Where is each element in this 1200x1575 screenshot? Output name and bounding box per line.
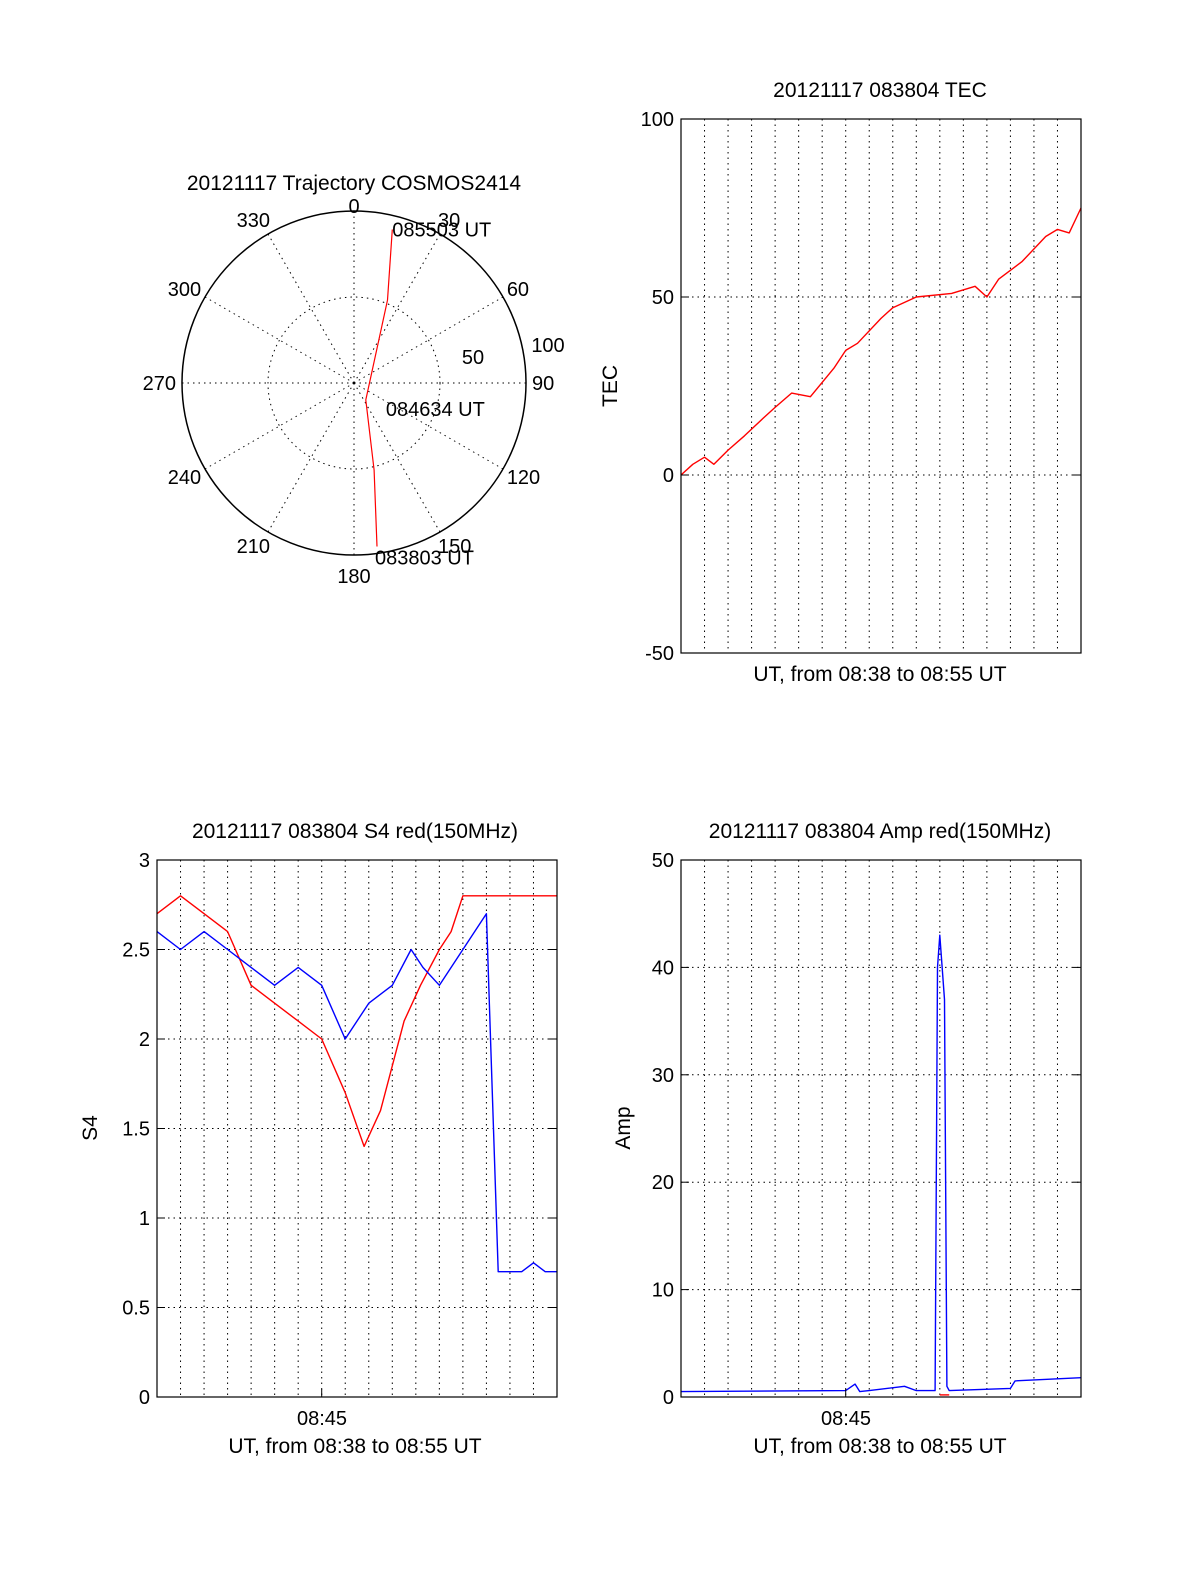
tec-ytick-label-1: 0 [663, 465, 674, 487]
amp-x-tick-label: 08:45 [821, 1408, 871, 1430]
polar-spoke-150 [353, 382, 441, 533]
tec-series [680, 207, 1082, 476]
polar-angle-label-60: 60 [507, 279, 529, 301]
tec-x-axis-label: UT, from 08:38 to 08:55 UT [753, 663, 1006, 686]
tec-y-axis-label: TEC [599, 365, 622, 407]
amp-grid [681, 860, 1081, 1397]
polar-spoke-330 [267, 233, 355, 384]
polar-spoke-30 [353, 233, 441, 384]
s4-y-ticks: 0 0.5 1 1.5 2 2.5 3 [122, 850, 557, 1409]
polar-spoke-210 [267, 382, 355, 533]
s4-ytick-label-0: 0 [139, 1387, 150, 1409]
s4-ytick-label-4: 2 [139, 1029, 150, 1051]
amp-panel: 20121117 083804 Amp red(150MHz) 0 10 20 30 4… [612, 820, 1082, 1458]
polar-radial-label-100: 100 [531, 335, 564, 357]
amp-series-blue [680, 934, 1082, 1393]
trajectory-time-label-0: 085503 UT [392, 219, 491, 241]
s4-x-tick-label: 08:45 [297, 1408, 347, 1430]
trajectory-panel: 20121117 Trajectory COSMOS2414 0 30 60 90 12… [143, 172, 565, 588]
polar-ring-50 [267, 296, 441, 470]
s4-panel: 20121117 083804 S4 red(150MHz) 0 0.5 1 1.5 2… [79, 820, 558, 1458]
polar-angle-label-210: 210 [237, 536, 270, 558]
s4-x-axis-label: UT, from 08:38 to 08:55 UT [228, 1435, 481, 1458]
s4-ytick-label-6: 3 [139, 850, 150, 872]
s4-title: 20121117 083804 S4 red(150MHz) [192, 820, 518, 843]
amp-ytick-label-4: 40 [652, 957, 674, 979]
trajectory-time-label-4: 083803 UT [375, 548, 474, 570]
trajectory-series: 085503 UT 084634 UT 083803 UT [365, 219, 491, 570]
amp-ytick-label-2: 20 [652, 1172, 674, 1194]
polar-angle-label-300: 300 [168, 279, 201, 301]
tec-ytick-label-3: 100 [641, 109, 674, 131]
tec-series-red [680, 207, 1082, 476]
s4-series-red [156, 895, 557, 1148]
polar-spoke-120 [353, 382, 504, 470]
amp-ytick-label-3: 30 [652, 1065, 674, 1087]
s4-ytick-label-3: 1.5 [122, 1119, 150, 1141]
tec-plot-frame [680, 118, 1082, 654]
tec-ytick-label-2: 50 [652, 287, 674, 309]
tec-title: 20121117 083804 TEC [773, 79, 987, 102]
s4-series-blue [156, 913, 557, 1273]
tec-panel: 20121117 083804 TEC -50 0 50 100 UT, from 0… [599, 79, 1082, 686]
amp-y-axis-label: Amp [612, 1106, 635, 1149]
amp-ytick-label-5: 50 [652, 850, 674, 872]
trajectory-time-label-2: 084634 UT [386, 399, 485, 421]
polar-angle-label-90: 90 [532, 373, 554, 395]
polar-spoke-300 [204, 296, 355, 384]
amp-ytick-label-1: 10 [652, 1280, 674, 1302]
s4-ytick-label-5: 2.5 [122, 940, 150, 962]
s4-y-axis-label: S4 [79, 1115, 102, 1141]
amp-x-axis-label: UT, from 08:38 to 08:55 UT [753, 1435, 1006, 1458]
trajectory-angle-labels: 0 30 60 90 120 150 180 210 240 270 300 330 50 100 [143, 196, 565, 588]
amp-y-ticks: 0 10 20 30 40 50 [652, 850, 1081, 1409]
polar-angle-label-330: 330 [237, 210, 270, 232]
s4-ytick-label-1: 0.5 [122, 1298, 150, 1320]
s4-ytick-label-2: 1 [139, 1208, 150, 1230]
amp-series [680, 934, 1082, 1396]
polar-spoke-60 [353, 296, 504, 384]
amp-ytick-label-0: 0 [663, 1387, 674, 1409]
amp-plot-frame [680, 859, 1082, 1398]
trajectory-title: 20121117 Trajectory COSMOS2414 [187, 172, 522, 195]
polar-angle-label-150: 150 [438, 536, 471, 558]
polar-angle-label-240: 240 [168, 467, 201, 489]
polar-angle-label-270: 270 [143, 373, 176, 395]
trajectory-path [365, 229, 393, 547]
tec-y-ticks: -50 0 50 100 [641, 109, 1081, 665]
trajectory-grid [181, 210, 527, 556]
s4-series [156, 895, 557, 1273]
polar-angle-label-180: 180 [337, 566, 370, 588]
polar-angle-label-0: 0 [348, 196, 359, 218]
tec-ytick-label-0: -50 [645, 643, 674, 665]
polar-spoke-240 [204, 382, 355, 470]
polar-radial-label-50: 50 [462, 347, 484, 369]
tec-grid [681, 119, 1081, 653]
polar-angle-label-120: 120 [507, 467, 540, 489]
amp-title: 20121117 083804 Amp red(150MHz) [709, 820, 1051, 843]
polar-angle-label-30: 30 [438, 210, 460, 232]
